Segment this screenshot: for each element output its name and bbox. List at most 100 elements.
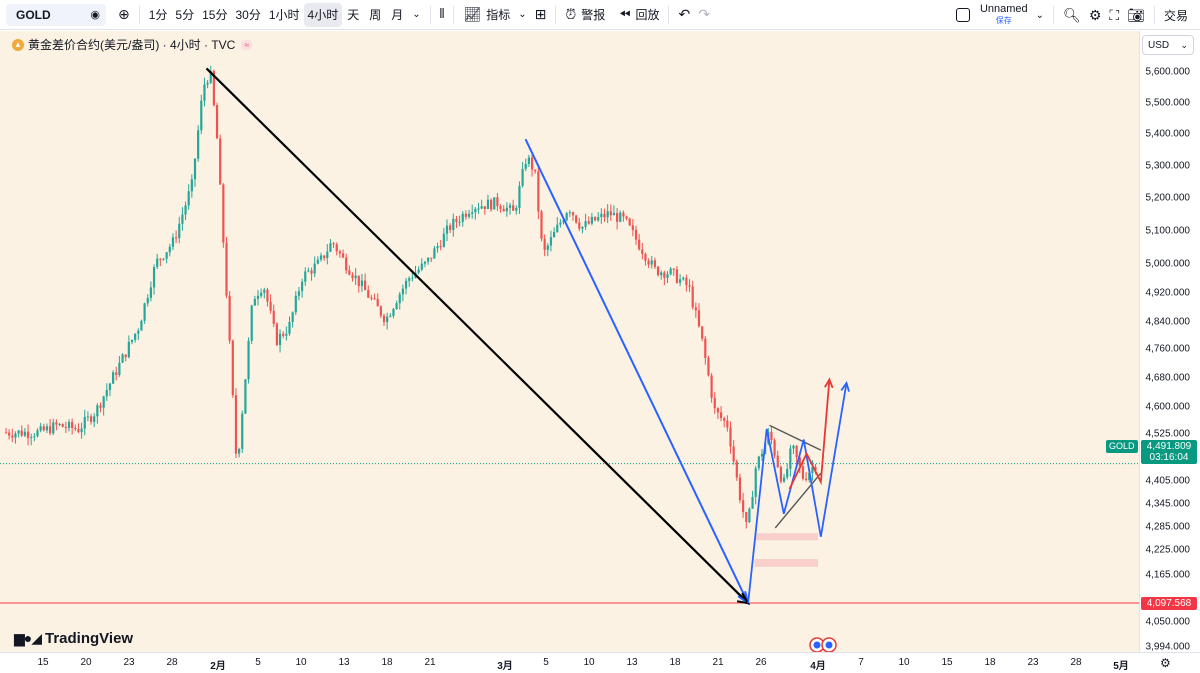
candle-body: [597, 217, 600, 221]
currency-selector[interactable]: USD ⌄: [1142, 35, 1194, 55]
candle-body: [42, 426, 45, 431]
undo-icon: ↶: [678, 6, 691, 22]
top-toolbar: GOLD ◉ ⊕ 1分 5分 15分 30分 1小时 4小时天周月 ⌄ 𝍪 📈︎ 指标 ⌄…: [0, 0, 1200, 30]
candle-body: [628, 218, 631, 226]
chart-type-button[interactable]: 𝍪: [436, 3, 449, 27]
eye-icon[interactable]: ◉: [90, 9, 100, 21]
gold-symbol-icon: ▲: [12, 38, 24, 51]
time-tick: 21: [712, 657, 724, 668]
replay-label: 回放: [635, 8, 660, 22]
candle-body: [512, 205, 515, 211]
interval-3[interactable]: 30分: [235, 8, 261, 22]
candle-body: [398, 294, 401, 304]
candle-body: [480, 206, 483, 209]
time-tick: 18: [669, 657, 681, 668]
settings-button[interactable]: ⚙: [1085, 3, 1106, 27]
alert-button[interactable]: ⏰︎ 警报: [561, 3, 609, 27]
candle-body: [61, 424, 64, 427]
candle-body: [316, 259, 319, 264]
candle-body: [423, 261, 427, 264]
fullscreen-button[interactable]: ⛶: [1105, 3, 1123, 27]
candle-body: [241, 413, 244, 449]
interval-group: 1分 5分 15分 30分 1小时 4小时天周月: [145, 2, 409, 27]
symbol-search[interactable]: GOLD ◉: [6, 3, 106, 26]
candle-body: [146, 297, 149, 304]
candle-body: [143, 303, 146, 321]
time-tick: 21: [424, 657, 436, 668]
quick-search-button[interactable]: 🔍︎: [1059, 3, 1085, 27]
price-scale[interactable]: 5,600.000 5,500.000 5,400.000 5,300.000 5,20…: [1106, 31, 1200, 653]
candle-body: [439, 246, 442, 248]
price-tick: 4,920.000: [1145, 287, 1191, 299]
candle-body: [64, 426, 67, 428]
candle-body: [534, 169, 537, 172]
trendline-blue: [524, 138, 750, 604]
candle-body: [464, 213, 467, 217]
price-tick: 5,000.000: [1145, 258, 1191, 270]
candle-body: [156, 258, 159, 268]
candle-body: [96, 405, 99, 417]
interval-4[interactable]: 1小时: [268, 8, 300, 22]
interval-8[interactable]: 月: [391, 8, 404, 22]
time-tick: 23: [123, 657, 135, 668]
candle-body: [672, 268, 675, 270]
snapshot-button[interactable]: 📷︎: [1123, 3, 1149, 27]
time-tick: 3月: [497, 661, 513, 672]
undo-button[interactable]: ↶: [674, 3, 694, 27]
interval-7[interactable]: 周: [369, 8, 382, 22]
tradingview-logo[interactable]: ▆●◢ TradingView: [14, 630, 133, 647]
indicators-button[interactable]: 📈︎ 指标: [459, 3, 514, 27]
replay-button[interactable]: ⏪︎ 回放: [615, 3, 663, 27]
time-tick: 15: [941, 657, 953, 668]
candle-body: [568, 212, 571, 214]
candle-body: [222, 184, 225, 243]
candle-body: [417, 269, 420, 273]
price-chart[interactable]: [0, 31, 1139, 652]
compare-button[interactable]: ⊕: [114, 3, 134, 27]
candle-body: [549, 237, 553, 246]
indicators-dropdown[interactable]: ⌄: [514, 3, 530, 27]
candle-body: [593, 216, 597, 221]
divider: [1153, 6, 1155, 24]
candle-body: [798, 457, 801, 467]
interval-dropdown[interactable]: ⌄: [408, 3, 424, 27]
chevron-down-icon: ⌄: [1035, 9, 1045, 21]
market-status-icon[interactable]: ≈: [241, 39, 253, 50]
candles-icon: 𝍪: [439, 4, 445, 21]
price-tick: 4,600.000: [1145, 401, 1191, 413]
candle-body: [789, 448, 792, 469]
candle-body: [634, 229, 638, 240]
candle-body: [694, 307, 697, 311]
legend-title[interactable]: 黄金差价合约(美元/盎司) · 4小时 · TVC: [28, 38, 236, 52]
candle-body: [575, 215, 578, 223]
interval-6[interactable]: 天: [347, 8, 360, 22]
time-tick: 10: [898, 657, 910, 668]
candle-body: [688, 285, 691, 287]
candle-body: [732, 446, 735, 462]
candle-body: [253, 298, 256, 306]
symbol-name: GOLD: [16, 7, 51, 22]
candle-body: [559, 222, 562, 225]
candle-body: [319, 255, 323, 260]
interval-2[interactable]: 15分: [202, 8, 228, 22]
interval-5[interactable]: 4小时: [303, 2, 343, 27]
trade-button[interactable]: 交易: [1160, 3, 1192, 27]
interval-0[interactable]: 1分: [148, 8, 168, 22]
candle-body: [524, 163, 527, 169]
layout-selector[interactable]: Unnamed 保存 ⌄: [952, 3, 1048, 27]
chart-pane[interactable]: [0, 31, 1139, 652]
candle-body: [175, 237, 178, 239]
candle-body: [301, 281, 304, 292]
time-tick: 13: [626, 657, 638, 668]
interval-1[interactable]: 5分: [175, 8, 195, 22]
candle-body: [200, 100, 203, 131]
redo-button[interactable]: ↷: [694, 3, 714, 27]
layouts-button[interactable]: ⊞: [531, 3, 551, 27]
candle-body: [162, 258, 165, 260]
candle-body: [209, 70, 212, 83]
time-scale-settings-icon[interactable]: ⚙: [1160, 656, 1171, 670]
candle-body: [215, 105, 219, 139]
candle-body: [723, 418, 726, 421]
candle-body: [197, 130, 200, 159]
time-scale[interactable]: ⚙ 15 20 23 28 2月 5 10 13 18 21 3月 5 10 13 18 21 26 4月 7 10 1…: [0, 652, 1200, 673]
